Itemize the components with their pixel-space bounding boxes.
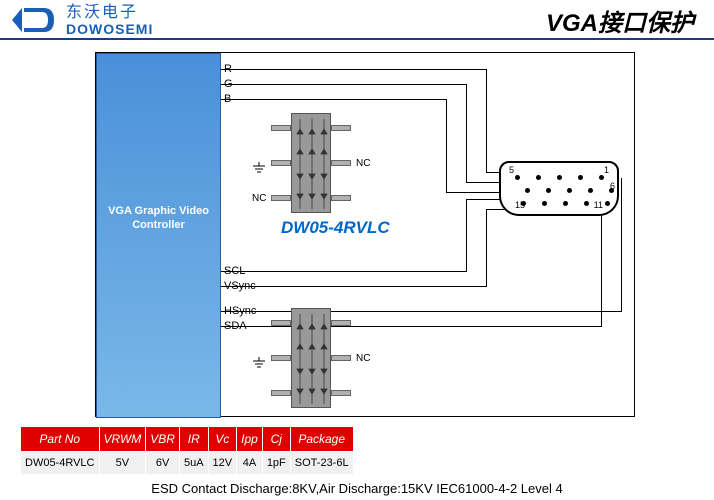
wire: [221, 69, 486, 70]
device-pin: [271, 320, 291, 326]
part-number-label: DW05-4RVLC: [281, 218, 390, 238]
device-pin: [271, 195, 291, 201]
device-pin: [271, 160, 291, 166]
nc-label: NC: [356, 158, 370, 169]
device-pin: [331, 320, 351, 326]
connector-pin: [567, 188, 572, 193]
wire: [446, 99, 447, 192]
pin-num: 5: [509, 165, 514, 175]
connector-pin: [536, 175, 541, 180]
connector-pin: [584, 201, 589, 206]
wire: [221, 286, 486, 287]
device-pin: [331, 125, 351, 131]
pin-num: 1: [604, 165, 609, 175]
controller-block: VGA Graphic Video Controller: [96, 53, 221, 418]
th-cj: Cj: [262, 427, 290, 452]
th-vbr: VBR: [146, 427, 180, 452]
td-cj: 1pF: [262, 452, 290, 475]
connector-pin: [588, 188, 593, 193]
footer-text: ESD Contact Discharge:8KV,Air Discharge:…: [0, 481, 714, 496]
pin-num: 11: [594, 200, 603, 210]
connector-pin: [546, 188, 551, 193]
diode-array-icon: [292, 309, 332, 409]
wire: [221, 99, 446, 100]
td-vbr: 6V: [146, 452, 180, 475]
wire: [601, 201, 602, 327]
diode-array-icon: [292, 114, 332, 214]
protection-device-2: [271, 308, 351, 408]
nc-label: NC: [252, 193, 266, 204]
th-vc: Vc: [208, 427, 237, 452]
wire: [221, 271, 466, 272]
specs-table: Part No VRWM VBR IR Vc Ipp Cj Package DW…: [20, 426, 354, 475]
wire: [446, 192, 506, 193]
device-pin: [331, 195, 351, 201]
connector-pin: [605, 201, 610, 206]
controller-label: VGA Graphic Video Controller: [105, 204, 212, 233]
table-header-row: Part No VRWM VBR IR Vc Ipp Cj Package: [21, 427, 354, 452]
connector-pin: [521, 201, 526, 206]
wire: [486, 69, 487, 172]
wire: [221, 84, 466, 85]
th-partno: Part No: [21, 427, 100, 452]
connector-pin: [525, 188, 530, 193]
connector-pin: [557, 175, 562, 180]
device-pin: [271, 125, 291, 131]
connector-pin: [515, 175, 520, 180]
connector-pin: [609, 188, 614, 193]
td-partno: DW05-4RVLC: [21, 452, 100, 475]
connector-pin: [578, 175, 583, 180]
wire: [621, 178, 622, 312]
connector-pin: [542, 201, 547, 206]
ground-icon: [251, 356, 267, 368]
device-body: [291, 113, 331, 213]
connector-pin: [599, 175, 604, 180]
th-ir: IR: [179, 427, 208, 452]
td-ipp: 4A: [237, 452, 263, 475]
device-pin: [331, 390, 351, 396]
td-package: SOT-23-6L: [290, 452, 353, 475]
company-name: 东沃电子 DOWOSEMI: [66, 4, 153, 37]
logo-icon: W: [10, 4, 60, 36]
device-pin: [331, 355, 351, 361]
wire: [466, 199, 467, 272]
vga-connector: 5 1 6 15 11: [499, 161, 619, 216]
nc-label: NC: [356, 353, 370, 364]
header: W 东沃电子 DOWOSEMI VGA接口保护: [0, 0, 714, 40]
device-body: [291, 308, 331, 408]
protection-device-1: [271, 113, 351, 213]
svg-text:W: W: [30, 15, 39, 25]
td-ir: 5uA: [179, 452, 208, 475]
company-en: DOWOSEMI: [66, 22, 153, 37]
th-vrwm: VRWM: [99, 427, 146, 452]
th-package: Package: [290, 427, 353, 452]
ground-icon: [251, 161, 267, 173]
td-vrwm: 5V: [99, 452, 146, 475]
td-vc: 12V: [208, 452, 237, 475]
company-cn: 东沃电子: [66, 4, 153, 22]
th-ipp: Ipp: [237, 427, 263, 452]
circuit-diagram: VGA Graphic Video Controller R G B SCL V…: [95, 52, 635, 417]
table-row: DW05-4RVLC 5V 6V 5uA 12V 4A 1pF SOT-23-6…: [21, 452, 354, 475]
logo-area: W 东沃电子 DOWOSEMI: [10, 4, 153, 37]
connector-pin: [563, 201, 568, 206]
wire: [466, 84, 467, 182]
device-pin: [331, 160, 351, 166]
device-pin: [271, 390, 291, 396]
wire: [486, 209, 487, 287]
device-pin: [271, 355, 291, 361]
page-title: VGA接口保护: [546, 3, 694, 38]
